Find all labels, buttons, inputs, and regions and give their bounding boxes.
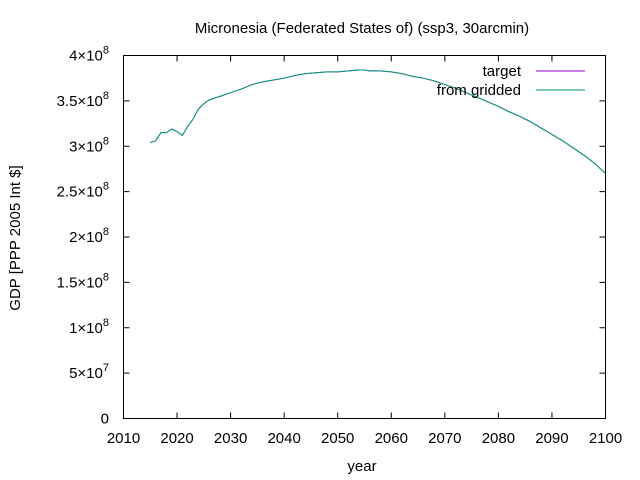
- y-tick-label: 4×108: [69, 45, 109, 65]
- x-tick-label: 2090: [535, 430, 568, 447]
- x-tick-label: 2030: [214, 430, 247, 447]
- x-tick-label: 2080: [482, 430, 515, 447]
- plot-frame: [123, 55, 606, 419]
- x-tick-label: 2010: [107, 430, 140, 447]
- y-tick-label: 1×108: [69, 317, 109, 337]
- y-tick-label: 2×108: [69, 226, 109, 246]
- y-axis-label: GDP [PPP 2005 Int $]: [7, 165, 24, 310]
- y-tick-label: 2.5×108: [57, 181, 109, 201]
- x-tick-label: 2040: [267, 430, 300, 447]
- chart-title: Micronesia (Federated States of) (ssp3, …: [195, 20, 529, 37]
- y-axis: 0 5×107 1×108 1.5×108 2×108 2.5×108 3×108 3.5×1…: [57, 45, 606, 428]
- y-tick-label: 0: [101, 411, 109, 428]
- legend: target from gridded: [437, 63, 585, 99]
- y-tick-label: 3×108: [69, 135, 109, 155]
- series-line-1: [150, 69, 606, 174]
- y-tick-label: 5×107: [69, 362, 109, 382]
- series-line-0: [150, 69, 606, 174]
- x-axis-label: year: [347, 458, 376, 475]
- x-tick-label: 2100: [589, 430, 622, 447]
- legend-label: from gridded: [437, 82, 521, 99]
- x-axis: 2010 2020 2030 2040 2050 2060 2070 2080 2090 2100: [107, 55, 622, 447]
- x-tick-label: 2070: [428, 430, 461, 447]
- series-lines: [150, 69, 606, 174]
- x-tick-label: 2060: [375, 430, 408, 447]
- legend-label: target: [483, 63, 522, 80]
- x-tick-label: 2050: [321, 430, 354, 447]
- y-tick-label: 1.5×108: [57, 271, 109, 291]
- y-tick-label: 3.5×108: [57, 90, 109, 110]
- x-tick-label: 2020: [160, 430, 193, 447]
